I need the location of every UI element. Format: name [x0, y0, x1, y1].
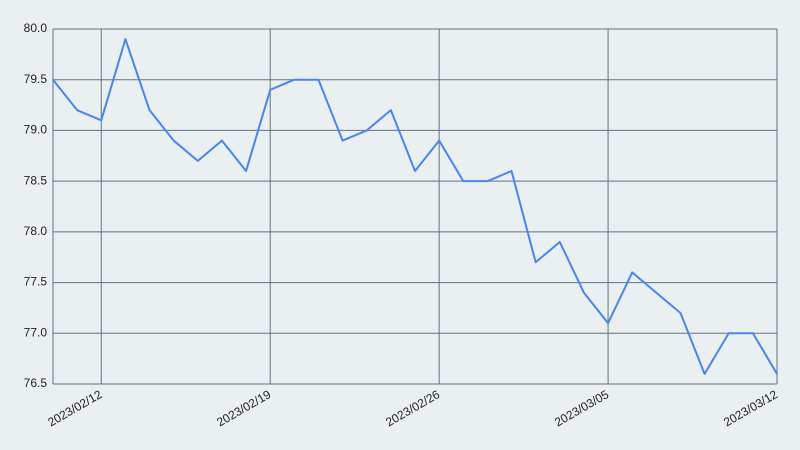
y-tick-label: 80.0	[24, 21, 48, 35]
y-tick-label: 77.5	[24, 275, 48, 289]
y-tick-label: 77.0	[24, 325, 48, 339]
y-tick-label: 78.0	[24, 224, 48, 238]
y-tick-label: 79.0	[24, 123, 48, 137]
line-series	[52, 38, 778, 375]
y-tick-label: 78.5	[24, 173, 48, 187]
y-tick-label: 76.5	[24, 376, 48, 390]
y-tick-label: 79.5	[24, 72, 48, 86]
